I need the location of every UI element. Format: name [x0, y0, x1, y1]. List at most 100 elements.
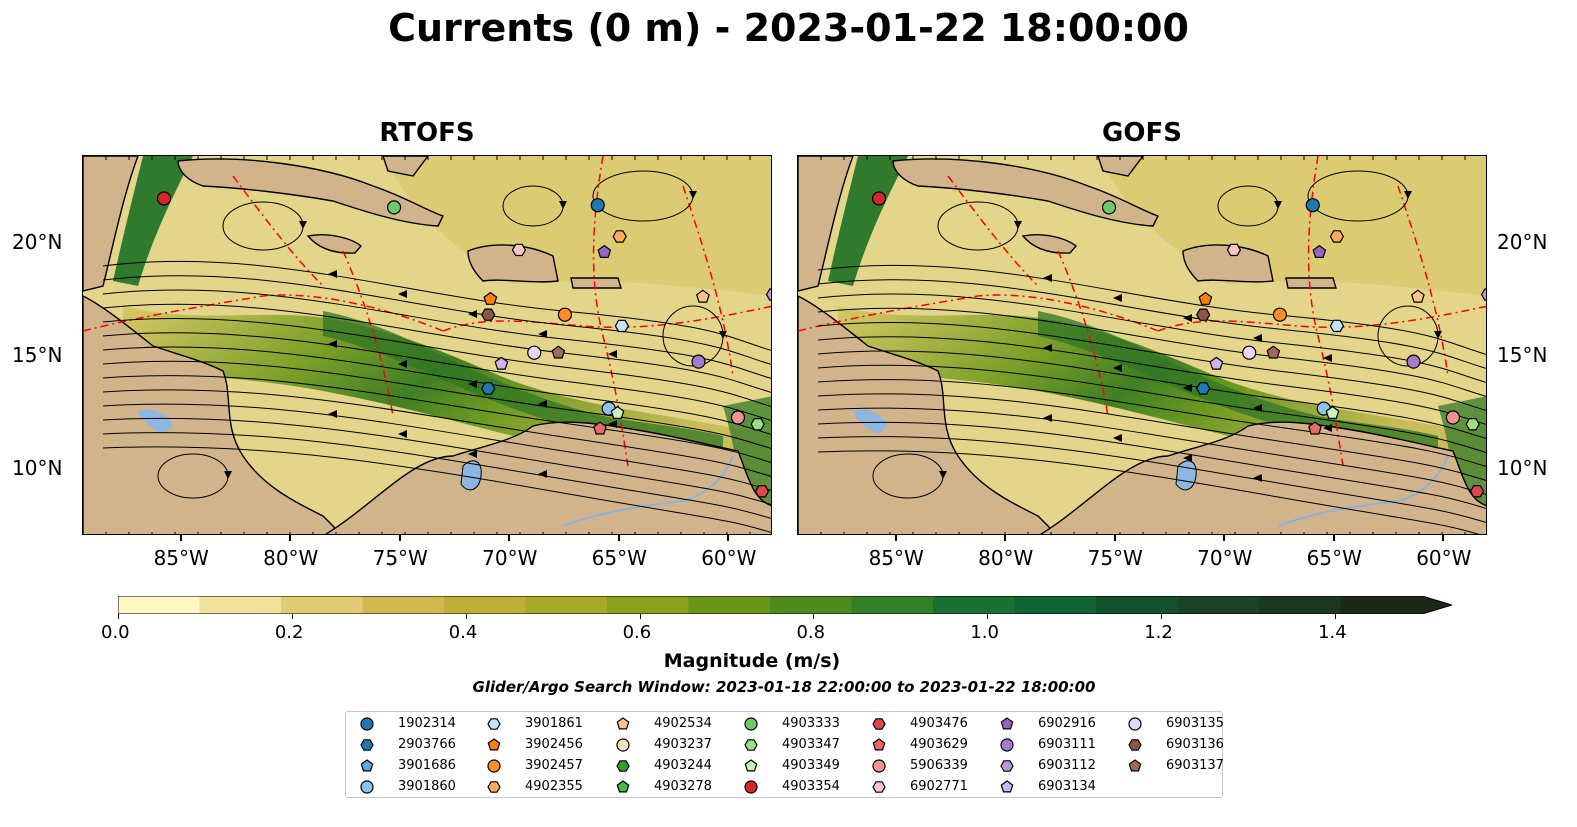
streamline [817, 264, 1486, 355]
eez-boundary [83, 294, 444, 332]
current-core [323, 311, 723, 456]
south-america-land [324, 421, 771, 534]
legend-label: 4903349 [782, 758, 840, 773]
legend-label: 1902314 [398, 716, 456, 731]
lon-label: 60°W [701, 546, 757, 570]
colorbar-tick [291, 614, 293, 619]
colorbar-segment [851, 596, 934, 614]
lon-label: 80°W [263, 546, 319, 570]
streamline [102, 417, 771, 505]
streamline-arrow [468, 380, 477, 388]
colorbar-tick [987, 614, 989, 619]
jamaica-land [306, 234, 363, 254]
streamline-arrow [608, 350, 617, 358]
float-marker-4903629 [1308, 421, 1322, 435]
eez-boundary [947, 175, 1039, 287]
river [1277, 455, 1449, 527]
river [562, 455, 734, 527]
eez-boundary [342, 250, 394, 417]
float-marker-6903135 [527, 345, 542, 360]
eez-boundary [592, 156, 629, 467]
streamline [102, 332, 771, 421]
lon-tick [398, 534, 401, 541]
lon-tick [1442, 534, 1445, 541]
colorbar-tick [465, 614, 467, 619]
streamline-arrow [1183, 314, 1192, 322]
lake-nicaragua [853, 409, 888, 434]
puerto-rico-land [1285, 277, 1337, 289]
eez-boundary [682, 185, 734, 377]
central-america-land [83, 295, 342, 534]
lake-maracaibo [460, 460, 482, 491]
float-marker-3902457 [557, 307, 573, 322]
lon-label: 70°W [482, 546, 538, 570]
colorbar-segment [688, 596, 771, 614]
float-marker-5906339 [730, 410, 746, 425]
central-america-land [798, 295, 1057, 534]
float-marker-4903333 [386, 200, 402, 215]
colorbar-tick-label: 1.0 [970, 622, 999, 643]
colorbar-segment [1014, 596, 1097, 614]
colorbar-segment [933, 596, 1015, 614]
lon-tick [508, 534, 511, 541]
float-marker-6903111 [1406, 354, 1421, 369]
colorbar-segment [607, 596, 689, 614]
legend-marker-icon [744, 759, 758, 772]
float-marker-4903333 [1101, 200, 1117, 215]
hispaniola-land [467, 244, 559, 283]
legend-label: 4902355 [525, 779, 583, 794]
lon-label: 65°W [591, 546, 647, 570]
lat-label-15-left: 15°N [12, 343, 63, 367]
legend-marker-icon [616, 760, 630, 772]
lon-label: 60°W [1416, 546, 1472, 570]
streamline-arrow [1323, 424, 1332, 432]
streamline [102, 375, 771, 463]
streamline [817, 421, 1486, 509]
float-marker-4903354 [156, 191, 172, 206]
streamline [102, 346, 771, 435]
hispaniola-land [1182, 244, 1274, 283]
map-canvas [798, 156, 1486, 534]
colorbar-tick-label: 1.4 [1318, 622, 1347, 643]
streamline [102, 317, 771, 407]
legend-marker-icon [360, 780, 374, 794]
yucatan-land [798, 156, 854, 292]
colorbar-segment [770, 596, 852, 614]
streamline-arrow [1253, 334, 1262, 342]
streamline-arrow [224, 471, 232, 479]
legend-label: 3902456 [525, 737, 583, 752]
lon-label: 85°W [868, 546, 924, 570]
float-marker-6902916 [597, 244, 612, 259]
legend-label: 4903629 [910, 737, 968, 752]
south-america-land [1039, 421, 1486, 534]
current-core [1038, 311, 1438, 456]
legend-label: 4903244 [654, 758, 712, 773]
legend-label: 6903135 [1166, 716, 1224, 731]
float-marker-4902355 [612, 230, 627, 243]
lon-tick [1223, 534, 1226, 541]
float-marker-6903112 [1480, 288, 1486, 301]
puerto-rico-land [570, 277, 622, 289]
streamline-arrow [1323, 354, 1332, 362]
streamline [102, 275, 771, 365]
lon-label: 75°W [1087, 546, 1143, 570]
legend: 1902314 2903766 3901686 3901860 3901861 39024… [345, 711, 1224, 798]
lon-tick [1332, 534, 1335, 541]
colorbar-segment [525, 596, 608, 614]
colorbar-tick-label: 0.4 [448, 622, 478, 643]
legend-marker-icon [1000, 738, 1014, 752]
float-marker-6903137 [551, 345, 566, 359]
streamline [102, 432, 771, 519]
streamline-arrow [1434, 331, 1442, 339]
streamline-arrow [1043, 414, 1052, 422]
legend-marker-icon [744, 780, 758, 794]
streamline-arrow [468, 310, 477, 318]
colorbar-title: Magnitude (m/s) [663, 650, 841, 672]
legend-marker-icon [487, 718, 501, 730]
float-marker-4903347 [750, 418, 765, 431]
eez-boundary [1157, 305, 1486, 332]
streamline-arrow [538, 400, 547, 408]
streamline-arrow [1183, 454, 1192, 462]
legend-marker-icon [744, 739, 758, 751]
float-marker-4903347 [1465, 418, 1480, 431]
